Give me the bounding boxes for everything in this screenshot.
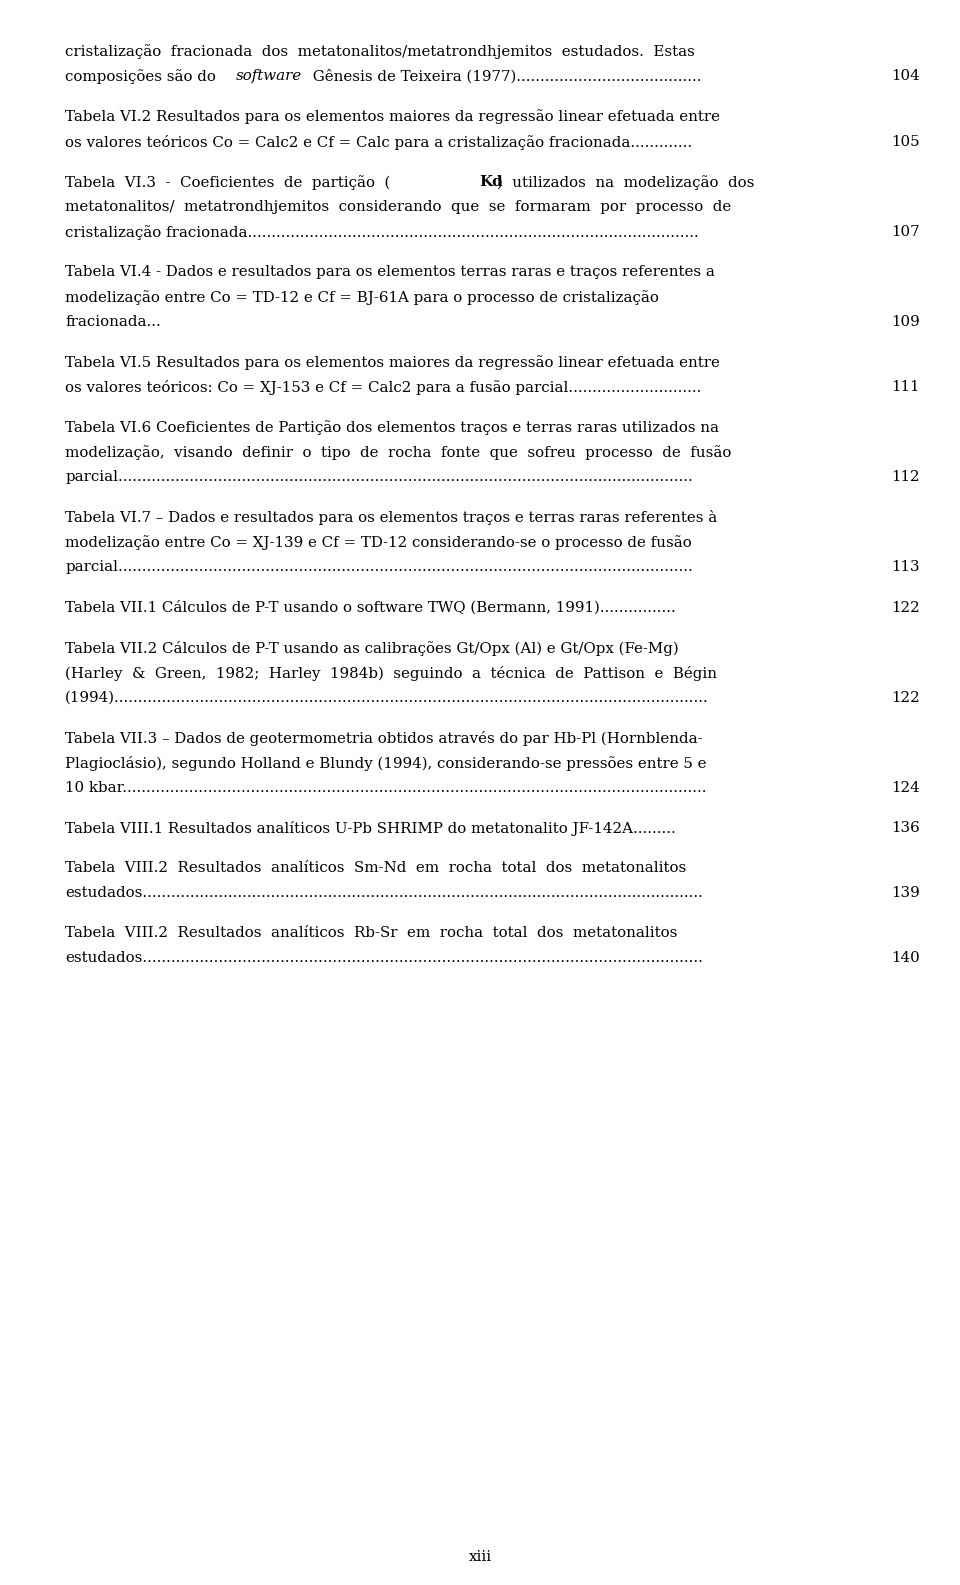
Text: metatonalitos/  metatrondhjemitos  considerando  que  se  formaram  por  process: metatonalitos/ metatrondhjemitos conside… [65, 200, 732, 214]
Text: Tabela VIII.1 Resultados analíticos U-Pb SHRIMP do metatonalito JF-142A.........: Tabela VIII.1 Resultados analíticos U-Pb… [65, 821, 676, 835]
Text: 122: 122 [891, 691, 920, 705]
Text: Tabela  VIII.2  Resultados  analíticos  Rb-Sr  em  rocha  total  dos  metatonali: Tabela VIII.2 Resultados analíticos Rb-S… [65, 926, 678, 940]
Text: fracionada...: fracionada... [65, 315, 161, 330]
Text: cristalização fracionada........................................................: cristalização fracionada................… [65, 225, 699, 239]
Text: modelização entre Co = TD-12 e Cf = BJ-61A para o processo de cristalização: modelização entre Co = TD-12 e Cf = BJ-6… [65, 290, 660, 304]
Text: Tabela VI.4 - Dados e resultados para os elementos terras raras e traços referen: Tabela VI.4 - Dados e resultados para os… [65, 265, 715, 279]
Text: Tabela VI.5 Resultados para os elementos maiores da regressão linear efetuada en: Tabela VI.5 Resultados para os elementos… [65, 355, 720, 369]
Text: Tabela VI.2 Resultados para os elementos maiores da regressão linear efetuada en: Tabela VI.2 Resultados para os elementos… [65, 109, 720, 124]
Text: 139: 139 [891, 886, 920, 900]
Text: estudados.......................................................................: estudados...............................… [65, 951, 703, 965]
Text: xiii: xiii [468, 1550, 492, 1564]
Text: 124: 124 [891, 781, 920, 796]
Text: Tabela VI.6 Coeficientes de Partição dos elementos traços e terras raras utiliza: Tabela VI.6 Coeficientes de Partição dos… [65, 420, 719, 434]
Text: modelização entre Co = XJ-139 e Cf = TD-12 considerando-se o processo de fusão: modelização entre Co = XJ-139 e Cf = TD-… [65, 536, 692, 550]
Text: 122: 122 [891, 601, 920, 615]
Text: estudados.......................................................................: estudados...............................… [65, 886, 703, 900]
Text: 10 kbar.........................................................................: 10 kbar.................................… [65, 781, 707, 796]
Text: os valores teóricos Co = Calc2 e Cf = Calc para a cristalização fracionada......: os valores teóricos Co = Calc2 e Cf = Ca… [65, 135, 692, 149]
Text: 104: 104 [891, 70, 920, 84]
Text: 112: 112 [891, 471, 920, 485]
Text: )  utilizados  na  modelização  dos: ) utilizados na modelização dos [497, 174, 755, 190]
Text: Tabela VII.3 – Dados de geotermometria obtidos através do par Hb-Pl (Hornblenda-: Tabela VII.3 – Dados de geotermometria o… [65, 731, 703, 747]
Text: (1994)..........................................................................: (1994)..................................… [65, 691, 709, 705]
Text: software: software [236, 70, 302, 84]
Text: Tabela  VIII.2  Resultados  analíticos  Sm-Nd  em  rocha  total  dos  metatonali: Tabela VIII.2 Resultados analíticos Sm-N… [65, 861, 686, 875]
Text: Tabela  VI.3  -  Coeficientes  de  partição  (: Tabela VI.3 - Coeficientes de partição ( [65, 174, 391, 190]
Text: 107: 107 [891, 225, 920, 239]
Text: Tabela VI.7 – Dados e resultados para os elementos traços e terras raras referen: Tabela VI.7 – Dados e resultados para os… [65, 510, 717, 525]
Text: 113: 113 [891, 561, 920, 574]
Text: parcial.........................................................................: parcial.................................… [65, 561, 693, 574]
Text: parcial.........................................................................: parcial.................................… [65, 471, 693, 485]
Text: composições são do: composições são do [65, 70, 221, 84]
Text: Tabela VII.2 Cálculos de P-T usando as calibrações Gt/Opx (Al) e Gt/Opx (Fe-Mg): Tabela VII.2 Cálculos de P-T usando as c… [65, 640, 679, 656]
Text: Gênesis de Teixeira (1977).......................................: Gênesis de Teixeira (1977)..............… [308, 70, 702, 84]
Text: Plagioclásio), segundo Holland e Blundy (1994), considerando-se pressões entre 5: Plagioclásio), segundo Holland e Blundy … [65, 756, 707, 770]
Text: 105: 105 [891, 135, 920, 149]
Text: 111: 111 [891, 380, 920, 395]
Text: modelização,  visando  definir  o  tipo  de  rocha  fonte  que  sofreu  processo: modelização, visando definir o tipo de r… [65, 445, 732, 460]
Text: os valores teóricos: Co = XJ-153 e Cf = Calc2 para a fusão parcial..............: os valores teóricos: Co = XJ-153 e Cf = … [65, 380, 702, 395]
Text: (Harley  &  Green,  1982;  Harley  1984b)  seguindo  a  técnica  de  Pattison  e: (Harley & Green, 1982; Harley 1984b) seg… [65, 666, 717, 680]
Text: 140: 140 [891, 951, 920, 965]
Text: 109: 109 [891, 315, 920, 330]
Text: Kd: Kd [479, 174, 503, 189]
Text: Tabela VII.1 Cálculos de P-T usando o software TWQ (Bermann, 1991)..............: Tabela VII.1 Cálculos de P-T usando o so… [65, 601, 676, 615]
Text: 136: 136 [891, 821, 920, 835]
Text: cristalização  fracionada  dos  metatonalitos/metatrondhjemitos  estudados.  Est: cristalização fracionada dos metatonalit… [65, 44, 695, 59]
